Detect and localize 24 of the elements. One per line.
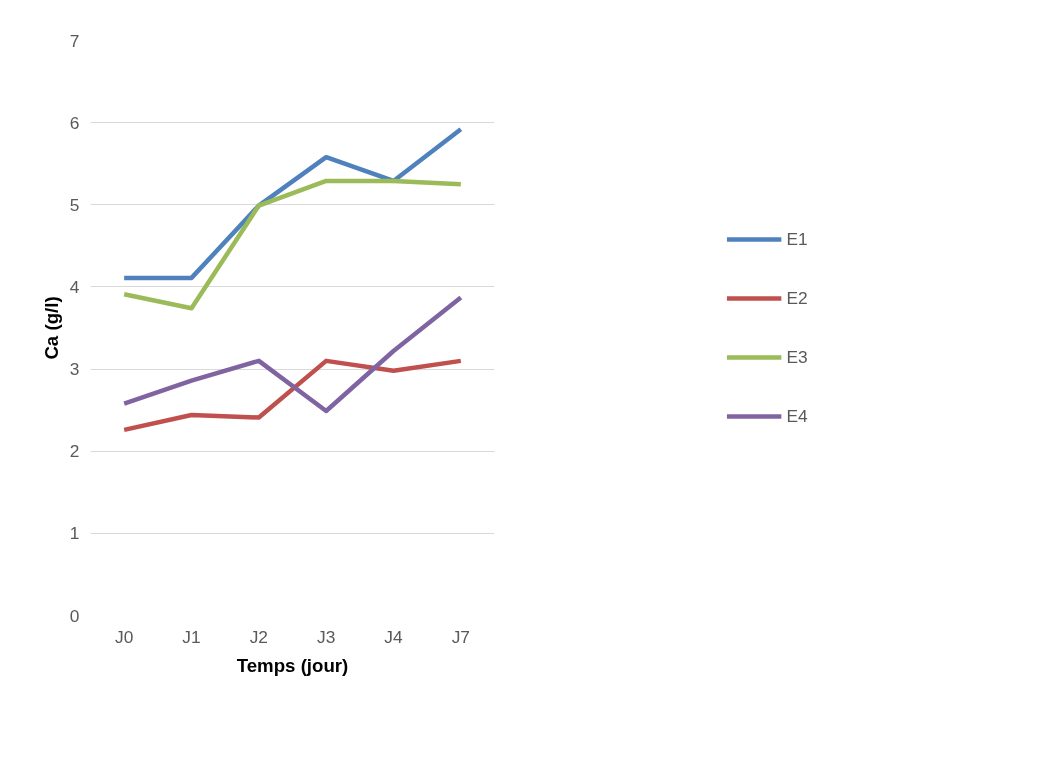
- y-tick-label: 0: [69, 605, 80, 626]
- legend-label: E3: [786, 346, 808, 368]
- y-tick-label: 2: [69, 441, 80, 462]
- line-series: [121, 178, 464, 311]
- x-tick-label: J7: [451, 626, 470, 647]
- y-tick-label: 3: [69, 359, 80, 380]
- y-tick-label: 6: [69, 112, 80, 133]
- legend-label: E2: [786, 287, 808, 309]
- line-series: [121, 295, 464, 414]
- line-series: [121, 358, 464, 433]
- legend-label: E4: [786, 405, 808, 427]
- y-tick-label: 4: [69, 276, 80, 297]
- x-axis-title: Temps (jour): [236, 654, 349, 676]
- x-tick-label: J2: [249, 626, 268, 647]
- y-tick-label: 5: [69, 194, 80, 215]
- line-series: [121, 126, 464, 281]
- x-tick-label: J4: [384, 626, 404, 647]
- y-axis-title: Ca (g/l): [40, 296, 62, 360]
- x-tick-label: J1: [182, 626, 201, 647]
- y-tick-label: 1: [69, 523, 80, 544]
- legend-label: E1: [786, 228, 808, 250]
- x-tick-label: J0: [115, 626, 134, 647]
- y-tick-label: 7: [69, 30, 80, 51]
- x-tick-label: J3: [317, 626, 336, 647]
